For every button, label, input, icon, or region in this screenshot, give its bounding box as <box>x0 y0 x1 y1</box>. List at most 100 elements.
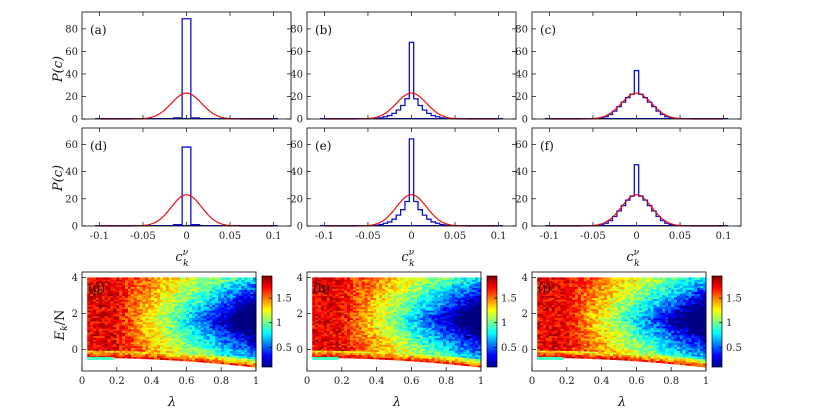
heatmap-cell <box>347 288 351 291</box>
heatmap-cell <box>338 290 342 293</box>
heatmap-cell <box>411 315 415 318</box>
heatmap-cell <box>373 334 377 338</box>
heatmap-cell <box>101 290 106 293</box>
heatmap-cell <box>232 309 237 312</box>
heatmap-cell <box>238 303 242 306</box>
heatmap-cell <box>428 312 432 315</box>
heatmap-cell <box>93 315 97 318</box>
heatmap-cell <box>221 346 225 349</box>
heatmap-cell <box>341 326 345 330</box>
heatmap-cell <box>384 353 389 357</box>
heatmap-cell <box>416 300 421 303</box>
heatmap-cell <box>382 312 386 316</box>
heatmap-cell <box>338 334 342 337</box>
heatmap-cell <box>315 350 319 353</box>
heatmap-cell <box>329 284 333 287</box>
heatmap-cell <box>171 284 175 288</box>
heatmap-cell <box>393 314 398 318</box>
heatmap-cell <box>122 325 126 328</box>
heatmap-cell <box>379 357 383 360</box>
heatmap-cell <box>454 330 459 334</box>
heatmap-cell <box>221 338 225 341</box>
heatmap-cell <box>358 301 363 304</box>
heatmap-cell <box>122 314 126 317</box>
heatmap-cell <box>203 348 207 352</box>
heatmap-cell <box>451 309 456 312</box>
heatmap-cell <box>315 297 319 300</box>
heatmap-cell <box>119 315 123 319</box>
heatmap-cell <box>446 324 450 327</box>
heatmap-cell <box>416 319 421 322</box>
heatmap-cell <box>229 321 234 324</box>
heatmap-cell <box>116 323 120 326</box>
heatmap-cell <box>414 315 418 318</box>
heatmap-cell <box>344 325 348 328</box>
heatmap-cell <box>130 330 135 333</box>
heatmap-cell <box>229 350 234 354</box>
heatmap-cell <box>197 346 202 349</box>
heatmap-cell <box>136 297 140 300</box>
heatmap-cell <box>422 281 427 284</box>
heatmap-cell <box>157 342 161 345</box>
heatmap-cell <box>133 306 138 310</box>
heatmap-cell <box>226 283 231 286</box>
heatmap-cell <box>329 339 333 342</box>
heatmap-cell <box>159 320 164 323</box>
heatmap-cell <box>323 326 328 329</box>
heatmap-cell <box>101 302 106 306</box>
heatmap-cell <box>200 308 205 311</box>
heatmap-cell <box>402 307 406 310</box>
heatmap-cell <box>206 289 210 292</box>
heatmap-cell <box>125 321 129 324</box>
heatmap-cell <box>431 304 435 307</box>
heatmap-cell <box>451 277 456 280</box>
heatmap-cell <box>241 317 245 320</box>
heatmap-cell <box>402 294 406 297</box>
heatmap-cell <box>419 342 424 345</box>
heatmap-cell <box>133 328 138 332</box>
heatmap-cell <box>382 340 386 343</box>
heatmap-cell <box>133 305 138 308</box>
heatmap-cell <box>335 312 339 315</box>
heatmap-cell <box>206 329 210 332</box>
heatmap-cell <box>437 304 441 307</box>
heatmap-cell <box>448 362 453 365</box>
heatmap-cell <box>425 298 430 301</box>
heatmap-cell <box>443 353 447 357</box>
x-tick-label: 0 <box>633 231 639 242</box>
heatmap-cell <box>344 328 348 331</box>
heatmap-cell <box>194 346 199 349</box>
heatmap-cell <box>347 352 351 355</box>
heatmap-cell <box>344 356 348 359</box>
heatmap-cell <box>206 283 210 286</box>
heatmap-cell <box>232 335 237 338</box>
heatmap-cell <box>440 357 444 360</box>
heatmap-cell <box>347 304 351 308</box>
heatmap-cell <box>422 294 427 297</box>
axes-frame <box>81 271 257 372</box>
heatmap-cell <box>221 310 225 314</box>
heatmap-cell <box>113 302 117 306</box>
heatmap-cell <box>250 291 254 295</box>
heatmap-cell <box>104 337 108 340</box>
heatmap-cell <box>344 332 348 335</box>
heatmap-cell <box>405 330 409 333</box>
heatmap-cell <box>226 346 231 349</box>
heatmap-cell <box>203 279 207 282</box>
heatmap-cell <box>350 310 354 313</box>
heatmap-cell <box>361 277 365 280</box>
heatmap-cell <box>402 352 406 356</box>
heatmap-cell <box>431 345 435 348</box>
heatmap-cell <box>133 299 138 302</box>
heatmap-cell <box>382 316 386 319</box>
heatmap-cell <box>145 305 149 308</box>
heatmap-cell <box>431 312 435 315</box>
heatmap-cell <box>379 288 383 291</box>
heatmap-cells <box>87 277 257 368</box>
heatmap-cell <box>326 328 331 331</box>
heatmap-cell <box>373 325 377 328</box>
heatmap-cell <box>422 287 427 290</box>
heatmap-cell <box>130 286 135 289</box>
heatmap-cell <box>168 279 173 282</box>
heatmap-cell <box>428 308 432 311</box>
